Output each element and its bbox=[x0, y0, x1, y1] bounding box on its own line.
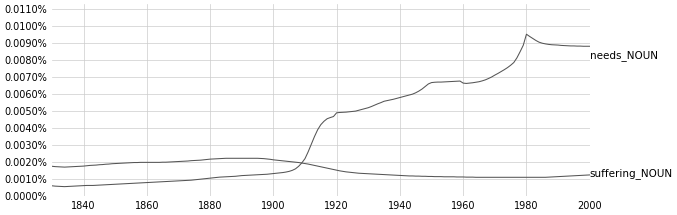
Text: suffering_NOUN: suffering_NOUN bbox=[590, 169, 673, 179]
Text: needs_NOUN: needs_NOUN bbox=[590, 51, 658, 61]
